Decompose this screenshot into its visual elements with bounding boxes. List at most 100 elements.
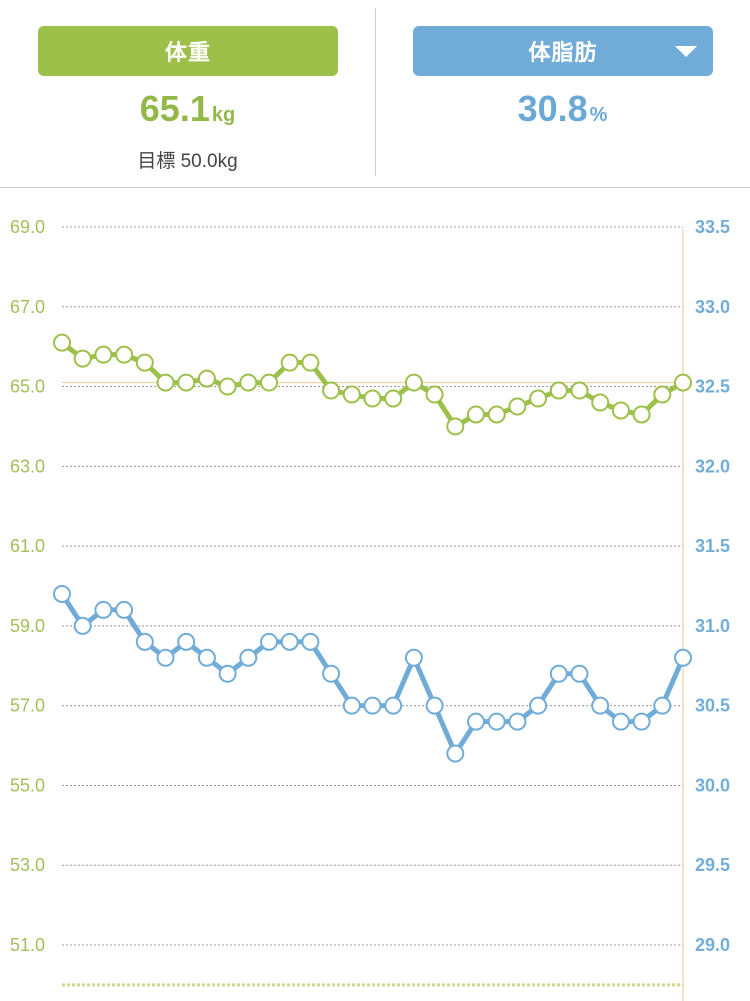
- weight-point[interactable]: [177, 373, 196, 392]
- left-tick-label: 59.0: [10, 616, 45, 636]
- weight-point[interactable]: [239, 373, 258, 392]
- right-tick-label: 29.0: [695, 935, 730, 955]
- left-tick-label: 67.0: [10, 297, 45, 317]
- fat-point[interactable]: [94, 600, 113, 619]
- weight-point[interactable]: [425, 385, 444, 404]
- fat-point[interactable]: [322, 664, 341, 683]
- weight-point[interactable]: [653, 385, 672, 404]
- weight-point[interactable]: [197, 369, 216, 388]
- weight-point[interactable]: [467, 405, 485, 424]
- fat-point[interactable]: [425, 696, 444, 715]
- fat-point[interactable]: [177, 632, 196, 651]
- weight-point[interactable]: [322, 381, 341, 400]
- fat-point[interactable]: [301, 632, 320, 651]
- fat-tab-label: 体脂肪: [528, 40, 598, 65]
- weight-unit: kg: [211, 104, 236, 126]
- fat-point[interactable]: [591, 696, 610, 715]
- fat-point[interactable]: [653, 696, 672, 715]
- left-tick-label: 57.0: [10, 696, 45, 716]
- right-tick-label: 31.0: [695, 616, 730, 636]
- fat-point[interactable]: [632, 712, 651, 731]
- weight-point[interactable]: [135, 353, 154, 372]
- weight-point[interactable]: [404, 373, 423, 392]
- weight-point[interactable]: [508, 397, 527, 416]
- fat-dropdown-button[interactable]: 体脂肪: [413, 26, 713, 76]
- fat-point[interactable]: [363, 696, 382, 715]
- weight-series-line: [59, 340, 686, 429]
- summary-header: 体重 65.1 kg 目標 50.0kg 体脂肪 30.8%: [0, 0, 750, 188]
- left-tick-label: 51.0: [10, 935, 45, 955]
- weight-point[interactable]: [363, 389, 382, 408]
- weight-fat-chart[interactable]: 69.0 67.0 65.0 63.0 61.0 59.0 57.0 55.0 53.0 51.0…: [0, 188, 750, 1001]
- weight-point[interactable]: [53, 333, 71, 352]
- fat-point[interactable]: [156, 648, 175, 667]
- fat-point[interactable]: [73, 616, 92, 635]
- series-layer: [53, 333, 692, 763]
- left-tick-label: 53.0: [10, 855, 45, 875]
- left-axis-ticks: 69.0 67.0 65.0 63.0 61.0 59.0 57.0 55.0 53.0 51.0: [10, 217, 45, 955]
- left-tick-label: 63.0: [10, 456, 45, 476]
- fat-point[interactable]: [549, 664, 568, 683]
- weight-point[interactable]: [632, 405, 651, 424]
- fat-point[interactable]: [570, 664, 589, 683]
- fat-point[interactable]: [487, 712, 506, 731]
- fat-point[interactable]: [467, 712, 485, 731]
- weight-point[interactable]: [384, 389, 403, 408]
- weight-point[interactable]: [94, 345, 113, 364]
- fat-point[interactable]: [611, 712, 630, 731]
- fat-number: 30.8: [517, 88, 588, 129]
- fat-point[interactable]: [384, 696, 403, 715]
- weight-point[interactable]: [115, 345, 134, 364]
- right-tick-label: 31.5: [695, 536, 730, 556]
- right-tick-label: 32.0: [695, 456, 730, 476]
- fat-point[interactable]: [197, 648, 216, 667]
- weight-tab-label: 体重: [164, 40, 211, 65]
- right-tick-label: 32.5: [695, 377, 730, 397]
- weight-point[interactable]: [549, 381, 568, 400]
- weight-point[interactable]: [156, 373, 175, 392]
- fat-point[interactable]: [218, 664, 237, 683]
- header-divider: [375, 8, 376, 176]
- fat-point[interactable]: [529, 696, 548, 715]
- weight-point[interactable]: [260, 373, 278, 392]
- weight-point[interactable]: [674, 373, 692, 392]
- right-tick-label: 29.5: [695, 855, 730, 875]
- weight-point[interactable]: [218, 377, 237, 396]
- fat-value: 30.8%: [375, 88, 750, 130]
- weight-tab-button[interactable]: 体重: [38, 26, 338, 76]
- weight-point[interactable]: [487, 405, 506, 424]
- weight-point[interactable]: [342, 385, 361, 404]
- fat-point[interactable]: [342, 696, 361, 715]
- weight-point[interactable]: [73, 349, 92, 368]
- weight-point[interactable]: [611, 401, 630, 420]
- goal-weight-label: 目標 50.0kg: [137, 151, 238, 172]
- fat-point[interactable]: [260, 632, 278, 651]
- right-tick-label: 30.5: [695, 696, 730, 716]
- chevron-down-icon: [675, 46, 697, 57]
- weight-point[interactable]: [301, 353, 320, 372]
- fat-point[interactable]: [404, 648, 423, 667]
- fat-point[interactable]: [115, 600, 134, 619]
- fat-unit: %: [589, 104, 608, 126]
- left-tick-label: 69.0: [10, 217, 45, 237]
- grid-lines: [62, 226, 684, 1001]
- weight-point[interactable]: [280, 353, 299, 372]
- weight-point[interactable]: [591, 393, 610, 412]
- fat-point[interactable]: [674, 648, 692, 667]
- weight-value: 65.1 kg: [0, 88, 375, 130]
- fat-point[interactable]: [239, 648, 258, 667]
- weight-point[interactable]: [570, 381, 589, 400]
- weight-number: 65.1: [139, 88, 210, 129]
- right-tick-label: 33.5: [695, 217, 730, 237]
- fat-point[interactable]: [508, 712, 527, 731]
- weight-point[interactable]: [529, 389, 548, 408]
- fat-point[interactable]: [446, 744, 465, 763]
- right-axis-ticks: 33.5 33.0 32.5 32.0 31.5 31.0 30.5 30.0 29.5 29.0: [695, 217, 730, 955]
- fat-point[interactable]: [135, 632, 154, 651]
- fat-point[interactable]: [280, 632, 299, 651]
- weight-point[interactable]: [446, 417, 465, 436]
- left-tick-label: 55.0: [10, 775, 45, 795]
- left-tick-label: 61.0: [10, 536, 45, 556]
- fat-point[interactable]: [53, 584, 71, 603]
- right-tick-label: 30.0: [695, 775, 730, 795]
